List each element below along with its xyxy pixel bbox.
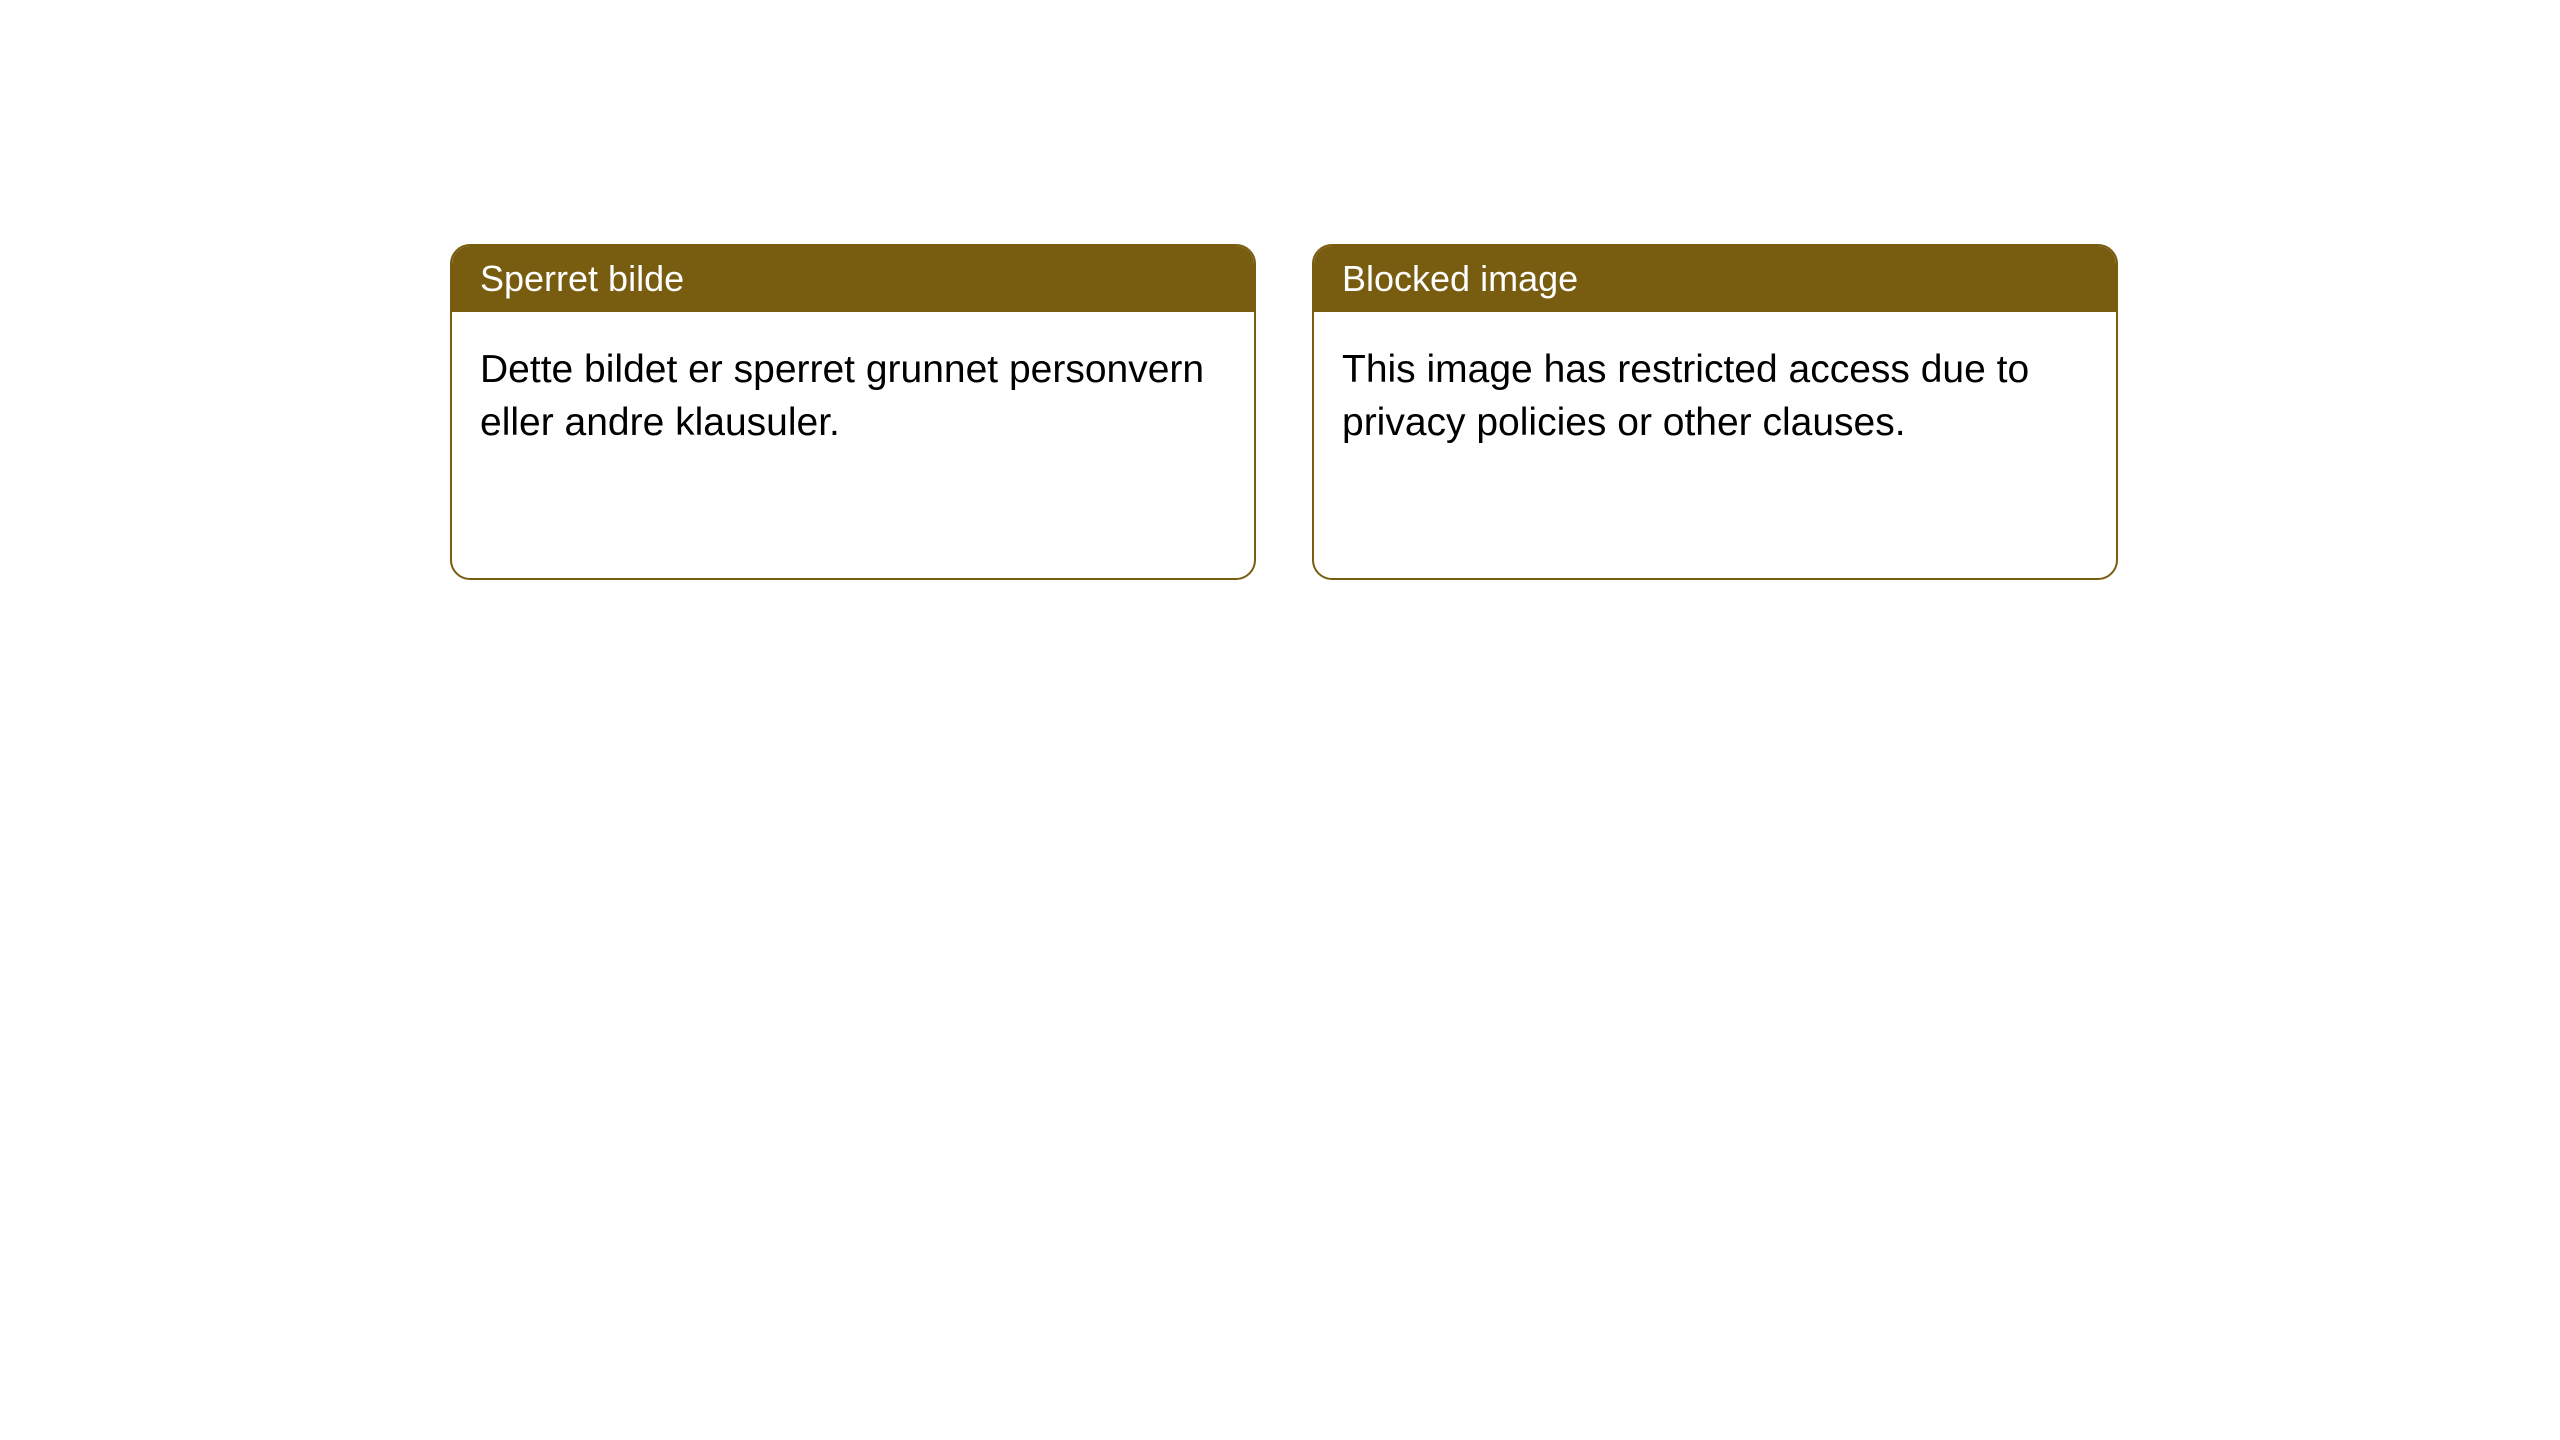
notice-container: Sperret bilde Dette bildet er sperret gr… <box>450 244 2118 580</box>
notice-header-english: Blocked image <box>1314 246 2116 312</box>
notice-card-norwegian: Sperret bilde Dette bildet er sperret gr… <box>450 244 1256 580</box>
notice-body-english: This image has restricted access due to … <box>1314 312 2116 481</box>
notice-card-english: Blocked image This image has restricted … <box>1312 244 2118 580</box>
notice-header-norwegian: Sperret bilde <box>452 246 1254 312</box>
notice-body-norwegian: Dette bildet er sperret grunnet personve… <box>452 312 1254 481</box>
